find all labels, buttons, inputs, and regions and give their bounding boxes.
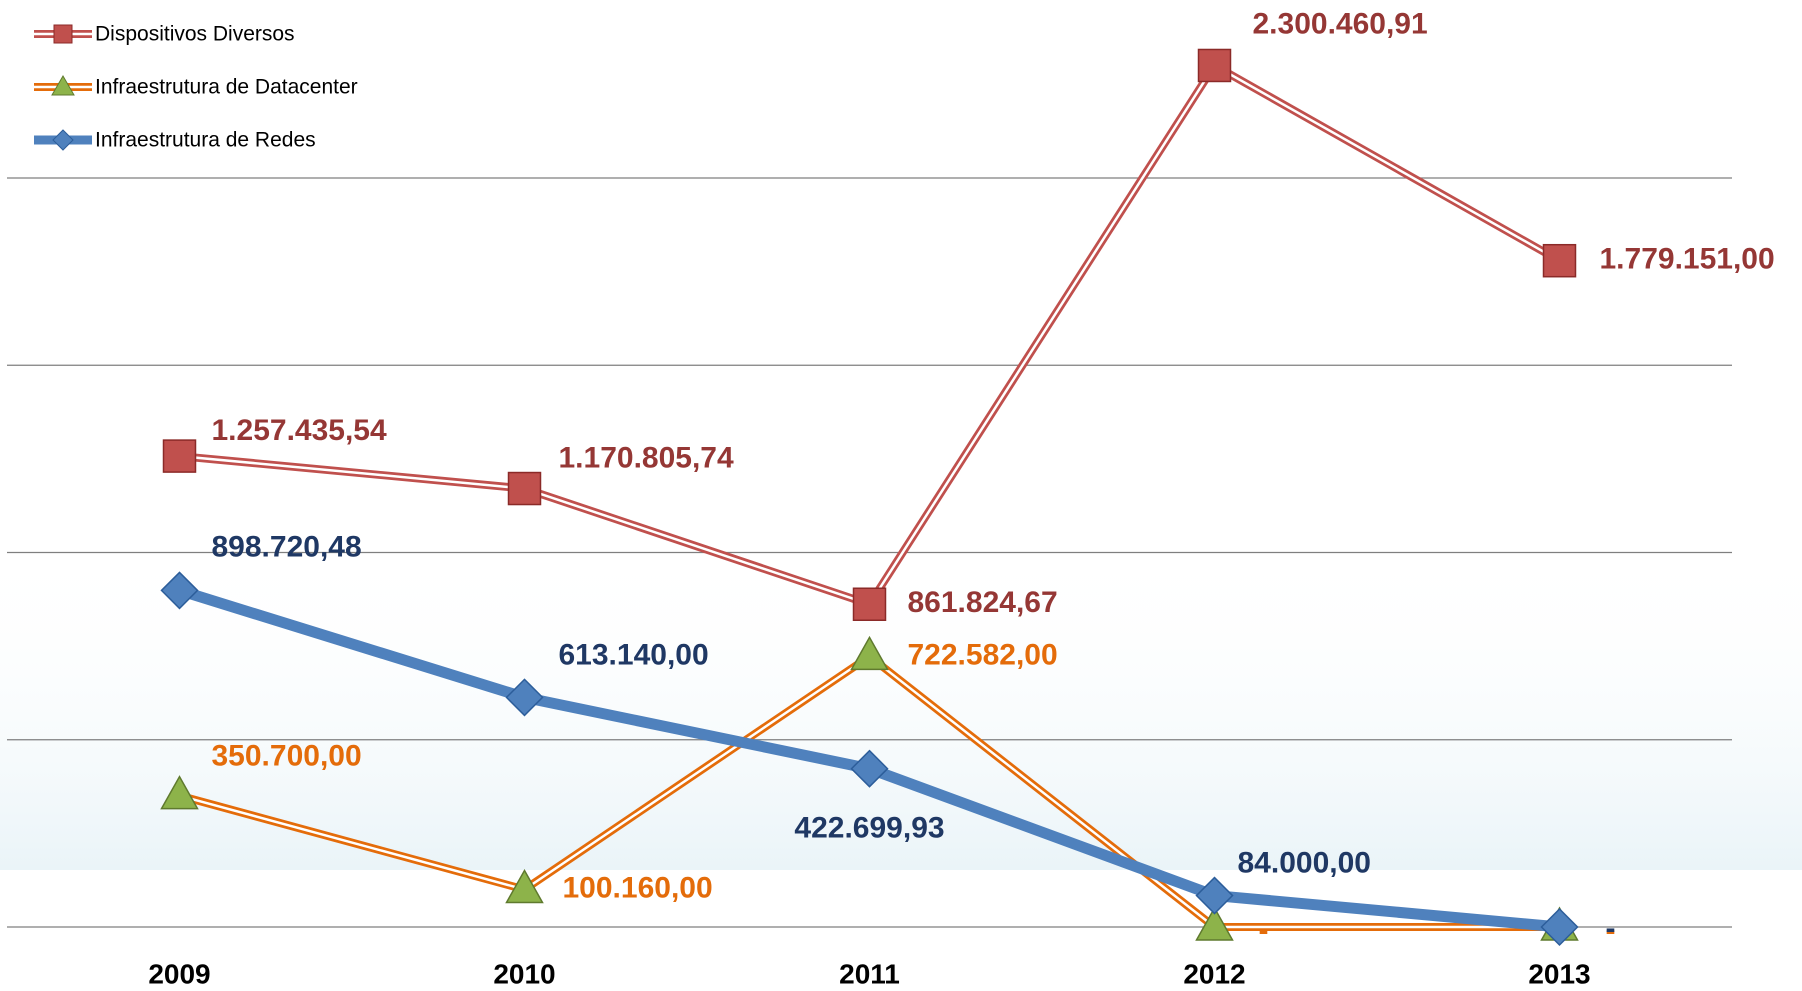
value-label: 1.257.435,54 [212,414,387,447]
marker [854,588,886,620]
value-label: 898.720,48 [212,530,362,563]
value-label: 1.779.151,00 [1600,243,1775,276]
value-label: 1.170.805,74 [559,441,734,474]
legend-item: Infraestrutura de Redes [34,129,316,152]
value-label: 422.699,93 [794,812,944,845]
legend-label: Infraestrutura de Redes [95,129,316,152]
x-tick-label: 2011 [839,958,900,989]
x-tick-label: 2009 [148,958,210,989]
page: 2009 2010 2011 2012 2013 1.257.435,54 1.170.80… [0,0,1802,991]
legend-item: Dispositivos Diversos [34,23,295,46]
chart: 2009 2010 2011 2012 2013 1.257.435,54 1.170.80… [0,0,1802,991]
marker [1544,245,1576,277]
legend-label: Infraestrutura de Datacenter [95,76,358,99]
value-label: 861.824,67 [908,586,1058,619]
marker [509,473,541,505]
value-label: 613.140,00 [559,638,709,671]
series-line [180,65,1560,604]
value-label: - [1259,914,1269,947]
value-label: 350.700,00 [212,740,362,773]
legend-marker [54,25,72,43]
legend-item: Infraestrutura de Datacenter [34,76,358,99]
value-label: - [1606,912,1616,945]
value-label: 84.000,00 [1238,846,1371,879]
value-label: 722.582,00 [908,638,1058,671]
marker [1199,49,1231,81]
marker [1197,878,1233,914]
x-tick-label: 2012 [1183,958,1245,989]
value-label: 100.160,00 [563,871,713,904]
x-tick-label: 2010 [493,958,555,989]
x-tick-label: 2013 [1528,958,1590,989]
legend-marker [53,130,73,150]
marker [164,440,196,472]
legend-label: Dispositivos Diversos [95,23,295,46]
value-label: 2.300.460,91 [1253,7,1428,40]
